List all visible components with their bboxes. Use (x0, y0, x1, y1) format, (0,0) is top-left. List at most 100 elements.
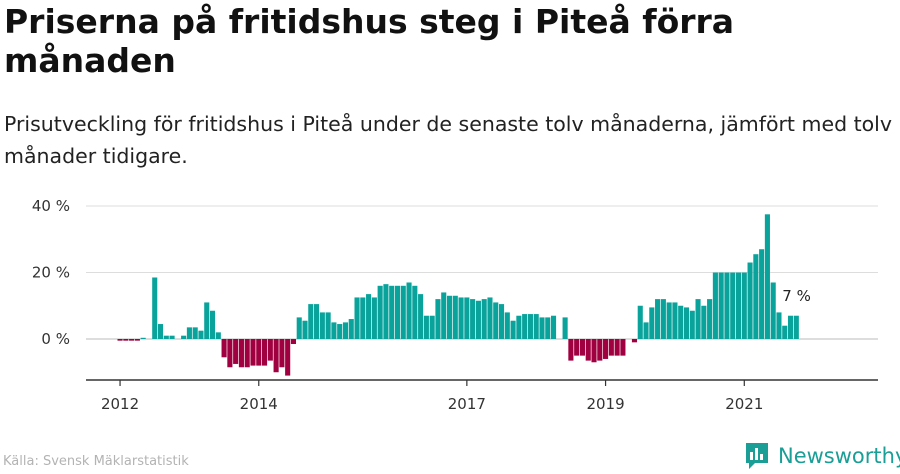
bar: 2021-06: 17 (770, 282, 776, 340)
brand-logo[interactable]: Newsworthy (744, 441, 900, 471)
bar: 2020-01: 11 (672, 302, 678, 340)
bar: 2018-12: -6.5 (597, 339, 603, 361)
bar: 2016-10: 13 (446, 295, 453, 339)
bar: 2013-11: -8.5 (244, 339, 250, 368)
bar: 2018-03: 6.5 (545, 317, 551, 339)
latest-value-annotation: 7 % (782, 287, 811, 305)
y-tick-label: 0 % (41, 330, 70, 348)
x-tick-label: 2017 (448, 395, 486, 413)
x-tick-label: 2021 (725, 395, 763, 413)
bar: 2020-09: 20 (718, 272, 724, 339)
axis-labels: 0 % 20 % 40 % 2012 2014 2017 2019 2021 7 % (32, 197, 811, 413)
bar: 2018-02: 6.5 (539, 317, 545, 339)
bar: 2015-09: 12.5 (371, 297, 377, 339)
bar: 2016-09: 14 (441, 292, 447, 339)
y-tick-label: 20 % (32, 264, 70, 282)
bar: 2012-09: 1 (163, 335, 169, 340)
bar: 2020-11: 20 (730, 272, 736, 339)
bar: 2020-10: 20 (724, 272, 730, 339)
bar: 2013-08: -8.5 (227, 339, 233, 368)
bar: 2018-01: 7.5 (533, 314, 539, 339)
bar: 2017-02: 12 (470, 299, 476, 339)
bar: 2014-12: 8 (319, 312, 325, 339)
bar: 2019-11: 12 (660, 299, 666, 339)
source-note: Källa: Svensk Mäklarstatistik (3, 454, 189, 469)
x-axis (86, 379, 878, 386)
bar: 2014-09: 5.5 (302, 320, 308, 339)
bar: 2015-03: 4.5 (337, 324, 343, 339)
bar: 2020-03: 9.5 (683, 307, 690, 339)
bar: 2014-07: -1.5 (290, 339, 296, 344)
bar: 2017-05: 12.5 (487, 297, 493, 339)
bar: 2014-10: 10.5 (308, 304, 314, 339)
bar: 2014-02: -8 (262, 339, 268, 366)
bar: 2017-09: 5.5 (510, 320, 516, 339)
bar: 2021-03: 25.5 (753, 254, 759, 339)
bar: 2012-01: -0.5 (117, 339, 123, 341)
bar: 2018-06: 6.5 (562, 317, 568, 339)
bar: 2015-07: 12.5 (360, 297, 366, 339)
bar: 2020-05: 12 (695, 299, 701, 339)
bar: 2019-10: 12 (655, 299, 661, 339)
bar: 2015-08: 13.5 (366, 294, 372, 339)
bar: 2019-02: -5 (608, 339, 614, 356)
bar: 2014-06: -11 (285, 339, 291, 376)
bar: 2012-02: -0.5 (123, 339, 129, 341)
bar: 2017-08: 8 (504, 312, 510, 339)
bar: 2012-12: 1 (181, 335, 187, 340)
bar: 2016-02: 16 (400, 285, 406, 339)
x-tick-label: 2012 (101, 395, 139, 413)
bar: 2021-07: 8 (776, 312, 782, 339)
bar: 2015-06: 12.5 (354, 297, 360, 339)
bar: 2013-03: 2.5 (198, 330, 204, 339)
bar: 2018-08: -5 (574, 339, 580, 356)
bar: 2018-07: -6.5 (568, 339, 574, 361)
bar: 2017-03: 11.5 (475, 300, 481, 339)
bar: 2016-03: 17 (406, 282, 412, 340)
bar: 2021-10: 7 (793, 315, 799, 340)
bar: 2015-05: 6 (348, 319, 354, 339)
bar: 2019-12: 11 (666, 302, 672, 340)
bar: 2017-06: 11 (493, 302, 499, 340)
x-tick-label: 2019 (586, 395, 624, 413)
y-tick-label: 40 % (32, 197, 70, 215)
bar: 2015-01: 8 (325, 312, 331, 339)
x-tick-label: 2014 (240, 395, 278, 413)
bar: 2019-04: -5 (620, 339, 626, 356)
bar: 2013-07: -5.5 (221, 339, 227, 358)
bar: 2021-01: 20 (741, 272, 747, 339)
bar: 2019-06: -1 (631, 339, 638, 343)
bar: 2013-04: 11 (204, 302, 210, 340)
bar: 2020-02: 10 (678, 305, 684, 339)
bar: 2021-02: 23 (747, 262, 753, 339)
bar: 2012-05: 0.3 (140, 337, 146, 339)
bar: 2019-09: 9.5 (649, 307, 655, 339)
bar: 2021-05: 37.5 (764, 214, 770, 339)
bar: 2016-01: 16 (394, 285, 401, 339)
bar: 2018-04: 7 (551, 315, 557, 340)
bar: 2020-12: 20 (735, 272, 742, 339)
bar: 2018-11: -7 (591, 339, 597, 363)
bar: 2013-12: -8 (250, 339, 256, 366)
bar: 2017-10: 7 (516, 315, 522, 340)
bar: 2015-02: 5 (331, 322, 337, 340)
bar: 2014-04: -10 (273, 339, 279, 373)
bar: 2013-06: 2 (215, 332, 221, 339)
bar: 2020-07: 12 (707, 299, 713, 339)
bar: 2020-06: 10 (701, 305, 707, 339)
bar: 2012-04: -0.5 (134, 339, 140, 341)
bar: 2014-01: -8 (256, 339, 262, 366)
bar: 2021-08: 4 (782, 325, 788, 339)
bar: 2019-07: 10 (637, 305, 643, 339)
brand-name: Newsworthy (778, 444, 900, 468)
bar: 2016-08: 12 (435, 299, 441, 339)
bar: 2016-04: 16 (412, 285, 418, 339)
bar: 2013-01: 3.5 (186, 327, 192, 339)
bar: 2015-11: 16.5 (383, 284, 389, 339)
bar: 2013-05: 8.5 (209, 310, 216, 339)
bar: 2020-08: 20 (712, 272, 718, 339)
bar: 2019-08: 5 (643, 322, 649, 340)
bar: 2016-05: 13.5 (418, 294, 424, 339)
bar: 2016-06: 7 (423, 315, 429, 340)
